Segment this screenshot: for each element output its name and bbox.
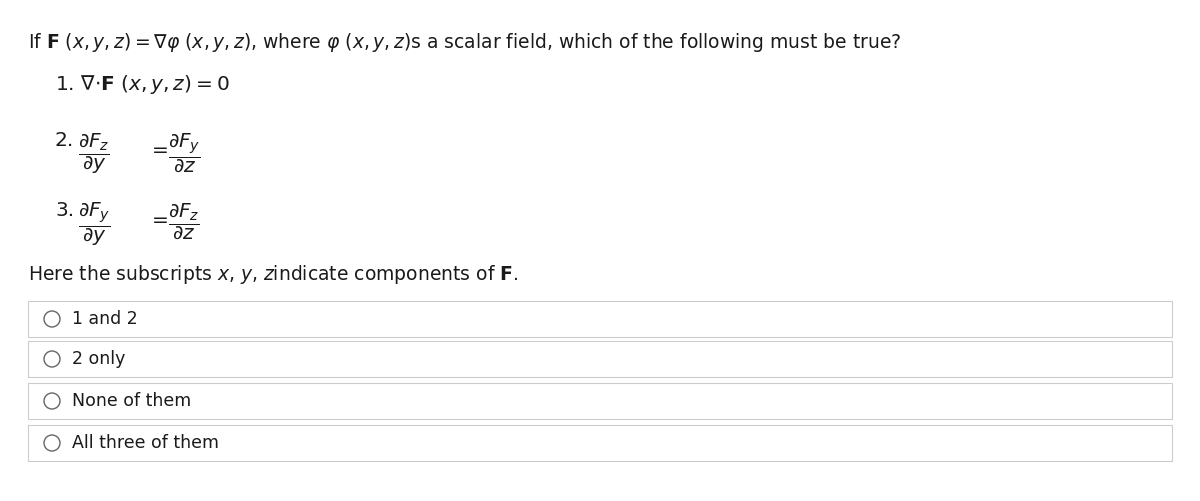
- FancyBboxPatch shape: [28, 383, 1172, 419]
- Text: 1 and 2: 1 and 2: [72, 310, 138, 328]
- FancyBboxPatch shape: [28, 425, 1172, 461]
- Circle shape: [44, 435, 60, 451]
- Text: None of them: None of them: [72, 392, 191, 410]
- Text: Here the subscripts $x$, $y$, $z$indicate components of $\mathbf{F}$.: Here the subscripts $x$, $y$, $z$indicat…: [28, 263, 518, 286]
- Circle shape: [44, 393, 60, 409]
- Circle shape: [44, 351, 60, 367]
- FancyBboxPatch shape: [28, 301, 1172, 337]
- FancyBboxPatch shape: [28, 341, 1172, 377]
- Text: $=$: $=$: [148, 139, 169, 158]
- Text: If $\mathbf{F}$ $(x, y, z) = \nabla\varphi$ $(x, y, z)$, where $\varphi$ $(x, y,: If $\mathbf{F}$ $(x, y, z) = \nabla\varp…: [28, 31, 901, 54]
- Text: 2 only: 2 only: [72, 350, 125, 368]
- Text: All three of them: All three of them: [72, 434, 220, 452]
- Text: 2.: 2.: [55, 131, 74, 150]
- Text: $\dfrac{\partial F_y}{\partial y}$: $\dfrac{\partial F_y}{\partial y}$: [78, 201, 110, 248]
- Text: $\dfrac{\partial F_y}{\partial z}$: $\dfrac{\partial F_y}{\partial z}$: [168, 131, 200, 174]
- Text: $\dfrac{\partial F_z}{\partial y}$: $\dfrac{\partial F_z}{\partial y}$: [78, 131, 110, 175]
- Text: 1. $\nabla{\cdot}\mathbf{F}$ $(x, y, z) = 0$: 1. $\nabla{\cdot}\mathbf{F}$ $(x, y, z) …: [55, 73, 229, 96]
- Text: $\dfrac{\partial F_z}{\partial z}$: $\dfrac{\partial F_z}{\partial z}$: [168, 201, 200, 241]
- Circle shape: [44, 311, 60, 327]
- Text: $=$: $=$: [148, 209, 169, 228]
- Text: 3.: 3.: [55, 201, 74, 220]
